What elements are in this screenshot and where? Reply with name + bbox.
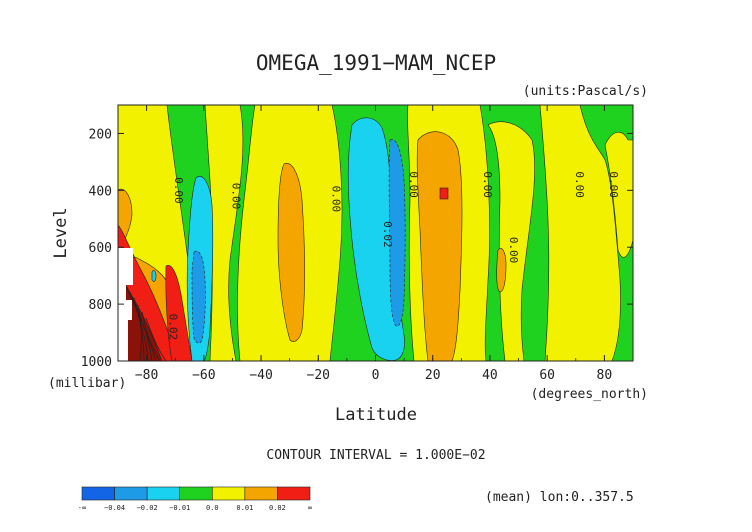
contour-labels: 0.00 0.00 0.00 0.00 0.02 0.00 0.00 0.00 0.00 0.02 (167, 171, 621, 340)
region-red-3 (439, 187, 449, 200)
y-tick-label-3: 800 (89, 298, 112, 313)
x-tick-label-6: 40 (482, 368, 498, 383)
x-axis-title: Latitude (335, 405, 417, 425)
y-axis-ticks: 200 400 600 800 1000 (81, 127, 633, 370)
x-tick-label-0: −80 (135, 368, 158, 383)
region-orange-5 (496, 248, 507, 293)
colorbar: -∞ −0.04 −0.02 −0.01 0.0 0.01 0.02 ∞ (78, 486, 312, 512)
region-cyan-2 (347, 117, 405, 361)
colorbar-label-6: 0.02 (269, 504, 286, 512)
contour-label-5: 0.00 (481, 171, 494, 198)
region-yellow-7 (604, 132, 633, 258)
x-tick-label-7: 60 (539, 368, 555, 383)
contour-label-2: 0.00 (330, 186, 343, 213)
region-red-2 (165, 264, 193, 361)
contour-interval-text: CONTOUR INTERVAL = 1.000E−02 (266, 448, 485, 463)
missing-data-block (118, 248, 133, 361)
colorbar-label-4: 0.0 (206, 504, 219, 512)
colorbar-swatch-3 (179, 486, 213, 501)
contour-label-9: 0.02 (167, 314, 180, 341)
colorbar-label-1: −0.04 (104, 504, 125, 512)
y-units-label: (millibar) (48, 376, 126, 391)
x-tick-label-4: 0 (372, 368, 380, 383)
x-tick-label-5: 20 (425, 368, 441, 383)
x-axis-ticks: −80 −60 −40 −20 0 20 40 60 80 (117, 105, 634, 383)
y-tick-label-1: 400 (89, 184, 112, 199)
x-tick-label-1: −60 (192, 368, 215, 383)
colorbar-label-3: −0.01 (169, 504, 190, 512)
colorbar-swatch-2 (146, 486, 181, 501)
x-tick-label-2: −40 (249, 368, 272, 383)
region-orange-3 (277, 163, 305, 342)
region-blue-2 (388, 139, 406, 327)
contour-label-8: 0.00 (607, 171, 620, 198)
colorbar-label-2: −0.02 (137, 504, 158, 512)
x-tick-label-8: 80 (597, 368, 613, 383)
chart-title: OMEGA_1991−MAM_NCEP (256, 51, 496, 75)
contour-label-1: 0.00 (229, 183, 242, 210)
region-orange-4 (416, 131, 463, 361)
contour-label-6: 0.00 (507, 237, 520, 263)
x-units-label: (degrees_north) (531, 387, 648, 402)
colorbar-swatch-4 (211, 486, 246, 501)
region-cyan-3 (151, 270, 157, 282)
contour-fill (118, 105, 633, 361)
footer-text: (mean) lon:0..357.5 (485, 490, 634, 505)
colorbar-swatch-0 (81, 486, 115, 501)
region-blue-1 (191, 250, 206, 344)
x-tick-label-3: −20 (307, 368, 330, 383)
colorbar-swatch-1 (114, 486, 148, 501)
colorbar-label-0: -∞ (78, 504, 86, 512)
units-label: (units:Pascal/s) (523, 84, 648, 99)
y-axis-title: Level (51, 207, 71, 258)
contour-label-7: 0.00 (573, 171, 586, 198)
contour-label-0: 0.00 (172, 177, 185, 204)
y-tick-label-0: 200 (89, 127, 112, 142)
contour-label-3: 0.00 (407, 171, 420, 198)
y-tick-label-2: 600 (89, 241, 112, 256)
region-yellow-6 (539, 105, 621, 361)
colorbar-swatch-5 (244, 486, 278, 501)
colorbar-swatch-6 (277, 486, 311, 501)
colorbar-label-7: ∞ (308, 504, 312, 512)
region-yellow-5 (487, 121, 535, 361)
colorbar-label-5: 0.01 (236, 504, 253, 512)
contour-label-4: 0.02 (381, 221, 394, 248)
y-tick-label-4: 1000 (81, 355, 112, 370)
